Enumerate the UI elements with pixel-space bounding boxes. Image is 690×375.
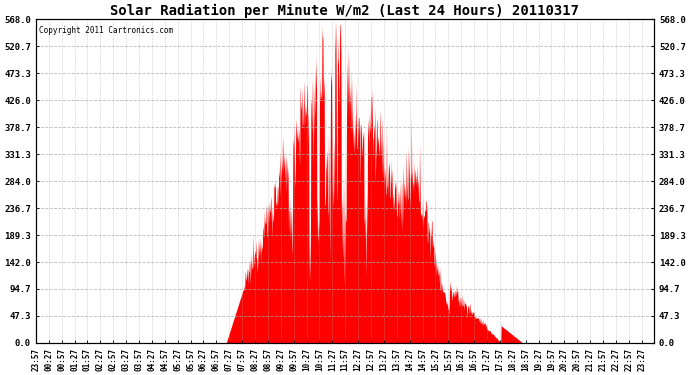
Text: Copyright 2011 Cartronics.com: Copyright 2011 Cartronics.com [39,26,173,35]
Title: Solar Radiation per Minute W/m2 (Last 24 Hours) 20110317: Solar Radiation per Minute W/m2 (Last 24… [110,4,580,18]
